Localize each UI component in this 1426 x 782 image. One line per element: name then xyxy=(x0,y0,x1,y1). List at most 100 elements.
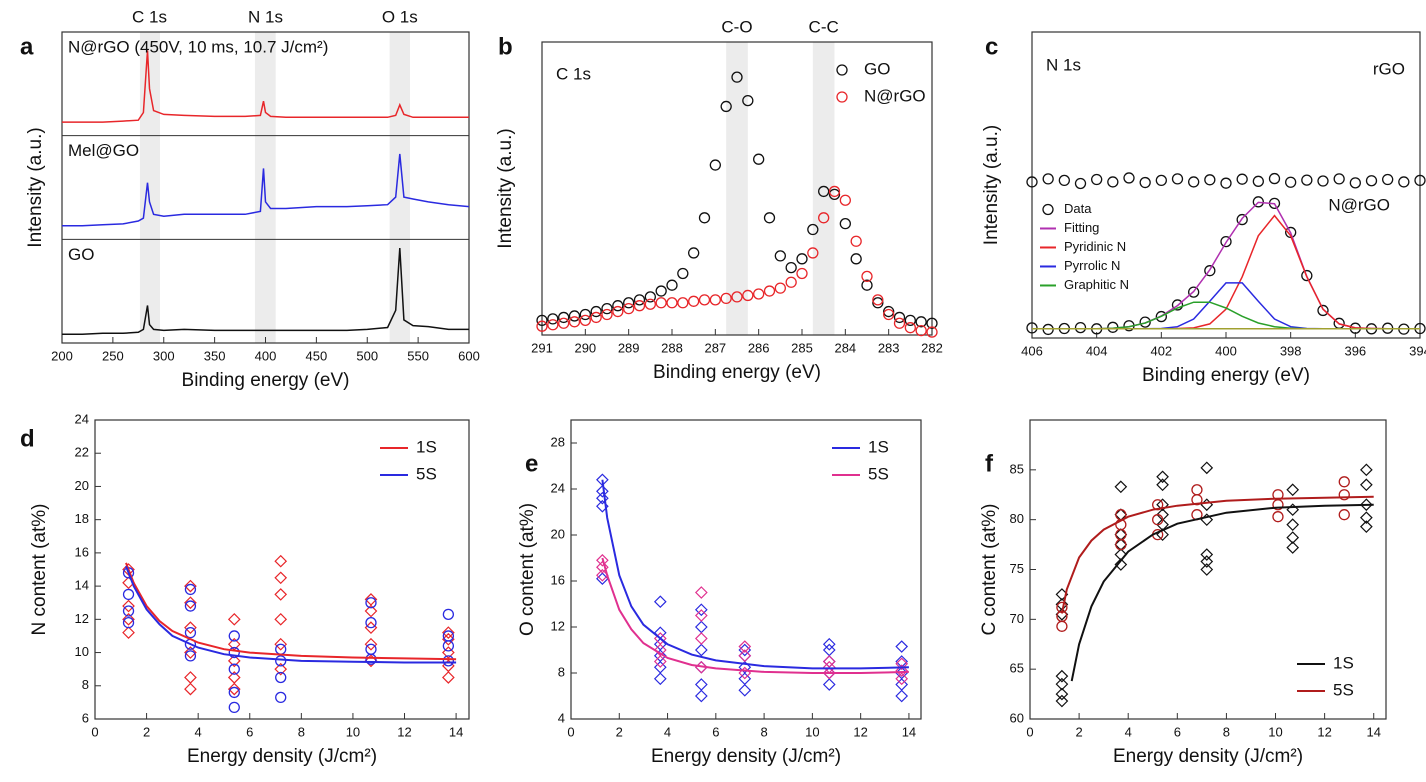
data-point xyxy=(1236,173,1248,185)
data-point xyxy=(122,612,135,626)
data-point xyxy=(1338,489,1350,501)
y-tick-label: 16 xyxy=(551,572,565,587)
data-point xyxy=(915,316,927,328)
data-point xyxy=(1200,548,1214,561)
data-point xyxy=(1107,176,1119,188)
annotation: O 1s xyxy=(382,7,418,26)
x-axis-label: Energy density (J/cm²) xyxy=(651,746,841,767)
data-point xyxy=(694,609,708,622)
data-line xyxy=(1032,301,1420,330)
highlight-band xyxy=(139,32,160,343)
x-tick-label: 283 xyxy=(878,340,900,355)
x-tick-label: 0 xyxy=(567,724,574,739)
x-tick-label: 250 xyxy=(102,348,124,363)
y-tick-label: 60 xyxy=(1010,710,1024,725)
x-tick-label: 4 xyxy=(195,724,202,739)
data-point xyxy=(442,671,455,684)
x-tick-label: 8 xyxy=(298,724,305,739)
y-tick-label: 12 xyxy=(75,611,89,626)
data-point xyxy=(633,294,646,306)
legend-label: Fitting xyxy=(1064,220,1099,235)
data-point xyxy=(753,153,765,165)
highlight-band xyxy=(389,32,410,343)
x-tick-label: 0 xyxy=(1026,724,1033,739)
y-tick-label: 80 xyxy=(1010,511,1024,526)
data-point xyxy=(184,626,197,639)
data-point xyxy=(828,188,841,201)
data-point xyxy=(1286,531,1300,544)
data-point xyxy=(698,212,711,224)
data-point xyxy=(1398,176,1410,188)
x-axis-label: Binding energy (eV) xyxy=(1142,365,1310,386)
y-tick-label: 16 xyxy=(75,544,89,559)
data-point xyxy=(698,294,711,306)
y-axis-label: Intensity (a.u.) xyxy=(25,127,46,247)
x-axis-label: Binding energy (eV) xyxy=(182,370,350,391)
x-axis-label: Energy density (J/cm²) xyxy=(187,746,377,767)
y-tick-label: 8 xyxy=(82,677,89,692)
series-label: N@rGO (450V, 10 ms, 10.7 J/cm²) xyxy=(68,37,328,56)
data-point xyxy=(796,253,808,265)
data-point xyxy=(895,664,909,678)
x-tick-label: 400 xyxy=(255,348,277,363)
data-point xyxy=(442,608,455,620)
data-point xyxy=(590,305,602,318)
data-point xyxy=(1338,476,1350,488)
x-tick-label: 291 xyxy=(531,340,553,355)
data-point xyxy=(274,554,288,568)
x-tick-label: 450 xyxy=(306,348,328,363)
plot-frame xyxy=(1029,419,1387,720)
data-point xyxy=(1286,541,1300,554)
data-point xyxy=(364,637,378,651)
data-point xyxy=(738,660,752,674)
data-point xyxy=(753,288,765,300)
data-point xyxy=(601,308,613,321)
data-point xyxy=(694,643,708,657)
label: rGO xyxy=(1373,59,1405,78)
legend-label: 1S xyxy=(1333,653,1354,672)
annotation: N 1s xyxy=(248,7,283,26)
x-tick-label: 10 xyxy=(805,724,819,739)
data-point xyxy=(785,261,797,274)
data-point xyxy=(1200,461,1214,475)
y-tick-label: 65 xyxy=(1010,661,1024,676)
data-point xyxy=(601,302,613,315)
panel-letter: c xyxy=(985,33,998,60)
data-point xyxy=(1220,235,1232,248)
data-point xyxy=(694,603,708,617)
data-point xyxy=(536,320,548,332)
data-point xyxy=(653,672,667,686)
x-tick-label: 14 xyxy=(1366,724,1380,739)
data-point xyxy=(1200,563,1214,576)
data-point xyxy=(655,285,667,297)
data-point xyxy=(184,596,197,610)
data-point xyxy=(228,646,240,659)
highlight-band xyxy=(726,42,748,335)
data-point xyxy=(1074,321,1087,334)
data-point xyxy=(822,655,836,668)
data-point xyxy=(1301,269,1313,282)
x-tick-label: 406 xyxy=(1021,343,1043,358)
data-point xyxy=(364,654,378,668)
label: N@rGO xyxy=(1328,195,1390,214)
data-point xyxy=(1220,177,1232,189)
data-point xyxy=(822,637,836,651)
data-point xyxy=(893,317,906,329)
y-axis-label: Intensity (a.u.) xyxy=(495,128,516,248)
data-point xyxy=(1115,538,1127,551)
plot-frame xyxy=(570,419,922,720)
data-point xyxy=(738,640,752,653)
y-tick-label: 20 xyxy=(75,478,89,493)
x-tick-label: 4 xyxy=(664,724,671,739)
data-point xyxy=(895,640,909,653)
x-tick-label: 600 xyxy=(458,348,480,363)
data-point xyxy=(442,655,455,667)
data-point xyxy=(227,654,241,668)
x-tick-label: 10 xyxy=(346,724,360,739)
data-point xyxy=(738,672,752,686)
data-point xyxy=(1139,316,1151,328)
data-point xyxy=(1286,483,1300,497)
panel-letter: f xyxy=(985,450,994,477)
x-tick-label: 398 xyxy=(1280,343,1302,358)
x-tick-label: 2 xyxy=(1075,724,1082,739)
